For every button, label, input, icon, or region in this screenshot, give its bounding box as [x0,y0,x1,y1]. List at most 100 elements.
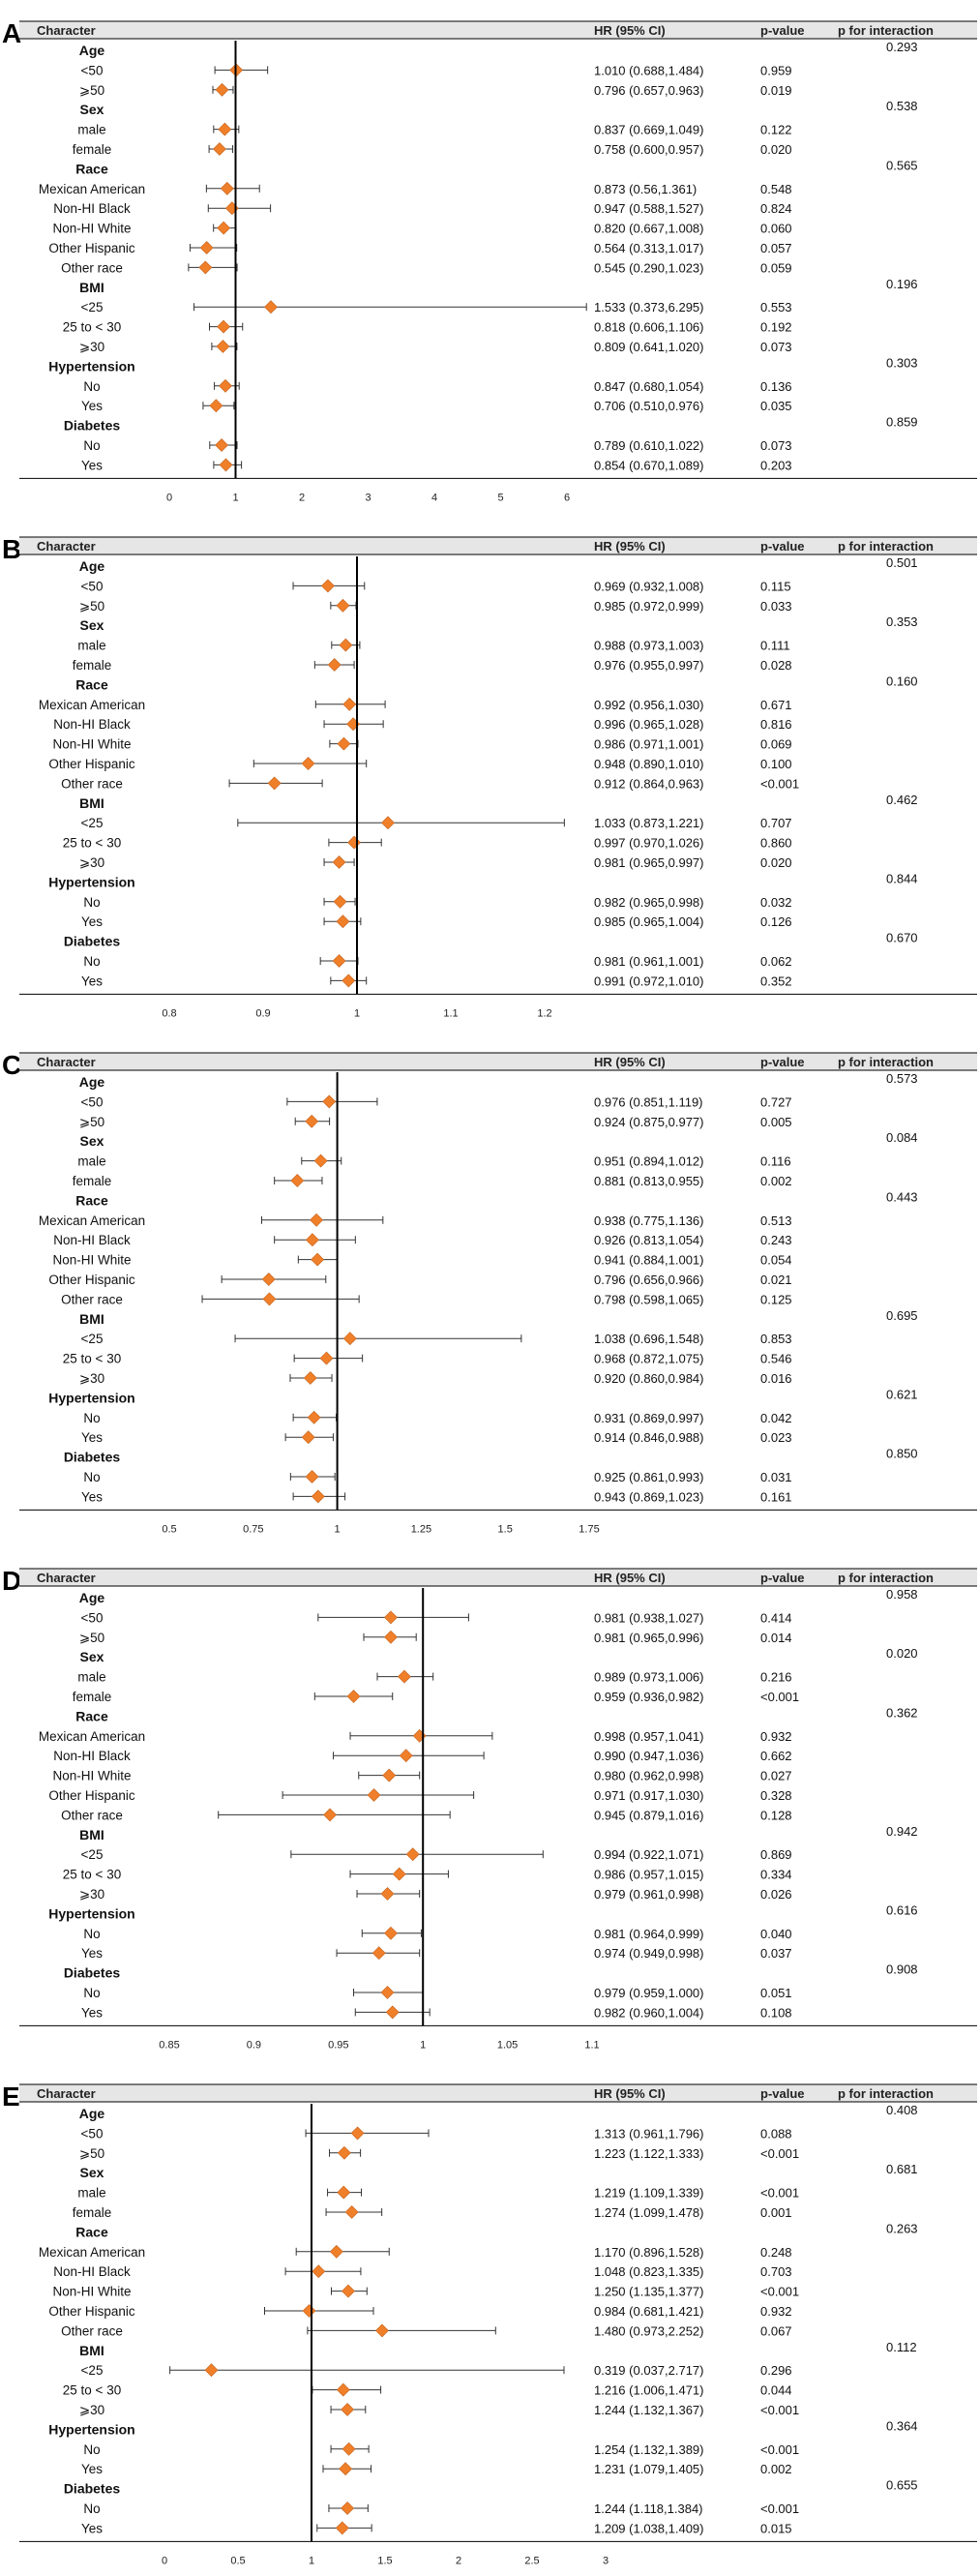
header-character: Character [37,539,96,554]
hr-point-marker [339,2462,353,2476]
row-other-hispanic-label: Other Hispanic [48,757,135,771]
row-no-hr-text: 1.254 (1.132,1.389) [594,2442,703,2457]
hr-point-marker [321,579,335,593]
row-no-p-value: 0.136 [760,379,792,394]
hr-point-marker [342,697,357,711]
hr-point-marker [341,2403,355,2416]
row-female-label: female [73,658,112,673]
row--30-hr-text: 0.920 (0.860,0.984) [594,1371,703,1386]
row-25-to-30-label: 25 to < 30 [63,1352,121,1366]
row--25-hr-text: 1.038 (0.696,1.548) [594,1332,703,1346]
row--30-label: ⩾30 [79,340,104,354]
hr-point-marker [327,658,342,672]
row-non-hi-white-label: Non-HI White [52,2285,131,2299]
row-mexican-american-hr-text: 0.938 (0.775,1.136) [594,1213,703,1228]
row-other-hispanic-p-value: 0.057 [760,241,792,255]
row--50-label: <50 [81,2126,104,2141]
row--25-hr-text: 1.533 (0.373,6.295) [594,300,703,315]
row-male-p-value: <0.001 [760,2186,799,2201]
row--25-p-value: 0.296 [760,2363,792,2378]
row--50-label: <50 [81,579,104,593]
hr-point-marker [336,2382,350,2397]
group-label: BMI [79,280,104,295]
row--50-p-value: <0.001 [760,2146,799,2161]
row-mexican-american-p-value: 0.513 [760,1213,792,1228]
hr-point-marker [312,2264,326,2279]
header-p-interaction: p for interaction [838,1055,934,1069]
group-label: Diabetes [64,1450,121,1465]
row-male-hr-text: 0.988 (0.973,1.003) [594,639,703,653]
row-no-label: No [83,2442,100,2457]
row--50-label: <50 [81,63,104,77]
header-p-interaction: p for interaction [838,2086,934,2101]
axis-tick-label: 2 [456,2555,461,2566]
group-label: Diabetes [64,934,121,949]
row-yes-hr-text: 1.209 (1.038,1.409) [594,2521,703,2535]
hr-point-marker [384,1926,398,1940]
row--50-label: ⩾50 [79,2146,104,2161]
header-p-interaction: p for interaction [838,23,934,38]
p-interaction-value: 0.462 [886,793,918,807]
p-interaction-value: 0.293 [886,40,918,54]
row--30-p-value: 0.073 [760,340,792,354]
row-male-hr-text: 0.837 (0.669,1.049) [594,123,703,137]
hr-point-marker [367,1788,381,1802]
hr-point-marker [217,221,231,235]
row--30-hr-text: 1.244 (1.132,1.367) [594,2403,703,2417]
row-female-hr-text: 0.976 (0.955,0.997) [594,658,703,673]
p-interaction-value: 0.408 [886,2103,918,2117]
row-non-hi-black-label: Non-HI Black [53,717,131,732]
hr-point-marker [303,1371,317,1385]
row--25-label: <25 [81,2363,104,2378]
row-no-hr-text: 0.847 (0.680,1.054) [594,379,703,394]
row--25-p-value: 0.869 [760,1847,792,1862]
p-interaction-value: 0.844 [886,871,918,885]
hr-point-marker [350,2126,365,2141]
row-yes-label: Yes [81,973,103,988]
row-yes-hr-text: 0.914 (0.846,0.988) [594,1430,703,1445]
row--25-p-value: 0.707 [760,816,792,830]
p-interaction-value: 0.908 [886,1962,918,1977]
hr-point-marker [305,1114,319,1128]
header-p-value: p-value [760,2086,805,2101]
row-non-hi-white-p-value: 0.069 [760,737,792,752]
row-non-hi-black-p-value: 0.816 [760,717,792,732]
axis-tick-label: 3 [365,492,371,503]
row-no-hr-text: 0.925 (0.861,0.993) [594,1470,703,1484]
row-25-to-30-hr-text: 1.216 (1.006,1.471) [594,2383,703,2398]
hr-point-marker [290,1174,305,1187]
row-other-hispanic-p-value: 0.100 [760,757,792,771]
row-mexican-american-p-value: 0.932 [760,1729,792,1744]
row--50-p-value: 0.005 [760,1115,792,1129]
row-yes-p-value: 0.035 [760,399,792,413]
row-other-race-label: Other race [61,2323,123,2338]
row-female-p-value: 0.002 [760,1174,792,1188]
p-interaction-value: 0.196 [886,277,918,291]
hr-point-marker [371,1946,386,1961]
row-25-to-30-label: 25 to < 30 [63,2383,121,2398]
p-interaction-value: 0.655 [886,2478,918,2493]
hr-point-marker [398,1669,411,1684]
row--50-hr-text: 1.010 (0.688,1.484) [594,63,703,77]
row-male-p-value: 0.116 [760,1154,791,1169]
row--50-label: ⩾50 [79,599,104,614]
row-non-hi-white-hr-text: 0.820 (0.667,1.008) [594,222,703,236]
row--50-hr-text: 1.223 (1.122,1.333) [594,2146,703,2161]
row--50-label: ⩾50 [79,1115,104,1129]
row-mexican-american-hr-text: 0.873 (0.56,1.361) [594,182,697,196]
p-interaction-value: 0.958 [886,1587,918,1602]
row-yes-hr-text: 0.991 (0.972,1.010) [594,973,703,988]
p-interaction-value: 0.573 [886,1071,918,1086]
header-band [19,21,977,39]
hr-point-marker [198,260,213,275]
row-non-hi-black-p-value: 0.703 [760,2264,792,2279]
row--30-label: ⩾30 [79,2403,104,2417]
row-no-hr-text: 0.982 (0.965,0.998) [594,895,703,910]
row--30-p-value: 0.020 [760,855,792,870]
row--25-hr-text: 0.319 (0.037,2.717) [594,2363,703,2378]
row-non-hi-white-p-value: 0.027 [760,1769,792,1783]
panel-label-B: B [2,534,21,564]
p-interaction-value: 0.621 [886,1387,918,1401]
row-no-hr-text: 0.981 (0.964,0.999) [594,1927,703,1941]
